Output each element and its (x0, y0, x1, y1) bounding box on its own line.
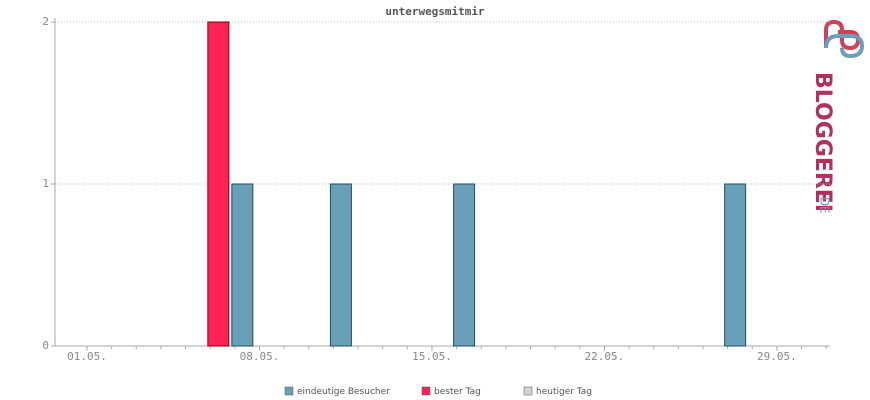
y-tick-label: 2 (42, 15, 49, 28)
y-tick-label: 1 (42, 177, 49, 190)
bar (453, 183, 476, 347)
logo-text: BLOGGEREI (810, 72, 835, 212)
x-tick-label: 08.05. (240, 350, 280, 363)
bar (329, 183, 352, 347)
legend-label: eindeutige Besucher (297, 387, 390, 397)
chart-title: unterwegsmitmir (385, 5, 485, 18)
legend: eindeutige Besucher bester Tag heutiger Ta… (284, 386, 592, 397)
bar (231, 183, 254, 347)
legend-swatch (284, 386, 294, 396)
x-tick-label: 01.05. (67, 350, 107, 363)
y-tick-label: 0 (42, 339, 49, 352)
bar (207, 21, 230, 347)
legend-swatch (523, 386, 533, 396)
logo-suffix: .DE (818, 193, 832, 214)
legend-label: bester Tag (434, 387, 481, 397)
x-tick-label: 15.05. (412, 350, 452, 363)
legend-label: heutiger Tag (536, 387, 592, 397)
x-tick-label: 22.05. (585, 350, 625, 363)
bar (724, 183, 747, 347)
logo-icon (824, 34, 865, 59)
logo: BLOGGEREI .DE (810, 19, 865, 214)
legend-swatch (421, 386, 431, 396)
x-tick-label: 29.05. (757, 350, 797, 363)
